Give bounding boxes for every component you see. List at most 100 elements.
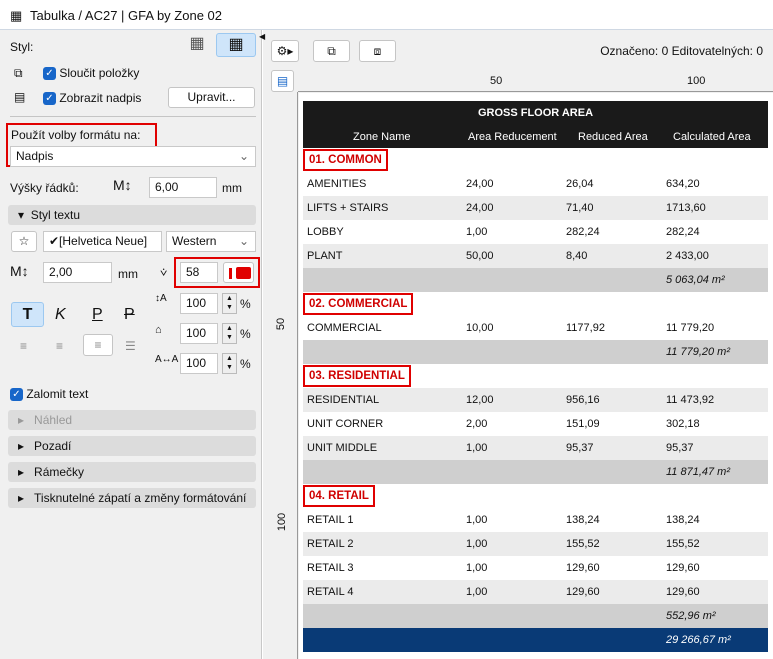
calculated-area: 129,60: [666, 586, 700, 598]
zone-name: RETAIL 1: [307, 514, 354, 526]
group-label: 01. COMMON: [303, 149, 388, 171]
zone-name: UNIT MIDDLE: [307, 442, 378, 454]
underline-button[interactable]: P: [92, 306, 103, 323]
calculated-area: 95,37: [666, 442, 694, 454]
text-size-input[interactable]: 2,00: [43, 262, 112, 283]
section-label: Rámečky: [34, 465, 85, 479]
calculated-area: 11 779,20: [666, 322, 715, 334]
section-label: Náhled: [34, 413, 73, 427]
calculated-area: 282,24: [666, 226, 700, 238]
apply-to-value: Nadpis: [16, 149, 54, 163]
line-spacing-stepper[interactable]: ▲ ▼: [222, 293, 237, 314]
bold-button[interactable]: T: [11, 302, 44, 327]
group-header-row: 01. COMMON: [303, 148, 768, 172]
calculated-area: 1713,60: [666, 202, 706, 214]
area-reducement: 10,00: [466, 322, 494, 334]
char-spacing-stepper[interactable]: ▲ ▼: [222, 353, 237, 374]
favorites-star-button[interactable]: ☆: [11, 231, 37, 252]
calculated-area: 155,52: [666, 538, 700, 550]
reduced-area: 138,24: [566, 514, 600, 526]
line-spacing-input[interactable]: 100: [180, 293, 218, 314]
reduced-area: 151,09: [566, 418, 600, 430]
text-size-icon: M↕: [10, 263, 29, 279]
reduced-area: 956,16: [566, 394, 600, 406]
reduced-area: 26,04: [566, 178, 594, 190]
width-factor-stepper[interactable]: ▲ ▼: [222, 323, 237, 344]
column-header: Calculated Area: [673, 131, 751, 143]
fit-button[interactable]: ⧉: [313, 40, 350, 62]
divider: [10, 116, 256, 117]
settings-panel: Styl: ▦ ▦ ⧉ ✓ Sloučit položky ▤ ✓ Zobraz…: [0, 30, 262, 659]
align-justify-button[interactable]: ☰: [125, 339, 136, 353]
table-row: UNIT CORNER 2,00 151,09 302,18: [303, 412, 768, 436]
table-body: 01. COMMON AMENITIES 24,00 26,04 634,20 LIFTS…: [303, 148, 768, 652]
zone-name: RETAIL 3: [307, 562, 354, 574]
ruler-label: 100: [687, 75, 706, 87]
section-label: Pozadí: [34, 439, 72, 453]
row-height-label: Výšky řádků:: [10, 181, 79, 195]
collapse-arrow-icon[interactable]: ◀: [259, 32, 266, 41]
calculated-area: 634,20: [666, 178, 700, 190]
area-reducement: 50,00: [466, 250, 494, 262]
row-height-input[interactable]: 6,00: [149, 177, 217, 198]
section-borders[interactable]: ▸ Rámečky: [8, 462, 256, 482]
pen-number-input[interactable]: 58: [180, 262, 218, 283]
reduced-area: 282,24: [566, 226, 600, 238]
ruler-label: 50: [490, 75, 503, 87]
section-footer[interactable]: ▸ Tisknutelné zápatí a změny formátování: [8, 488, 256, 508]
wrap-label: Zalomit text: [26, 387, 89, 401]
script-select[interactable]: Western ⌄: [166, 231, 256, 252]
align-center-button[interactable]: ≡: [56, 339, 64, 353]
reduced-area: 95,37: [566, 442, 594, 454]
settings-gear-button[interactable]: ⚙▸: [271, 40, 299, 62]
column-header: Reduced Area: [578, 131, 648, 143]
table-row: COMMERCIAL 10,00 1177,92 11 779,20: [303, 316, 768, 340]
text-style-section[interactable]: ▾ Styl textu: [8, 205, 256, 225]
table-row: UNIT MIDDLE 1,00 95,37 95,37: [303, 436, 768, 460]
section-background[interactable]: ▸ Pozadí: [8, 436, 256, 456]
zone-name: COMMERCIAL: [307, 322, 382, 334]
percent-unit: %: [240, 327, 251, 341]
italic-button[interactable]: K: [55, 306, 66, 323]
table-row: PLANT 50,00 8,40 2 433,00: [303, 244, 768, 268]
reduced-area: 129,60: [566, 562, 600, 574]
edit-button[interactable]: Upravit...: [168, 87, 255, 108]
reduced-area: 129,60: [566, 586, 600, 598]
subtotal-row: 552,96 m²: [303, 604, 768, 628]
align-right-button[interactable]: ≡: [83, 334, 113, 356]
window-title: Tabulka / AC27 | GFA by Zone 02: [30, 8, 222, 23]
subtotal-row: 11 871,47 m²: [303, 460, 768, 484]
merge-items-checkbox[interactable]: ✓ Sloučit položky: [43, 66, 140, 81]
reduced-area: 155,52: [566, 538, 600, 550]
ruler-label: 50: [275, 317, 288, 331]
reduced-area: 71,40: [566, 202, 594, 214]
wrap-text-checkbox[interactable]: ✓ Zalomit text: [10, 387, 89, 402]
section-label: Styl textu: [30, 208, 81, 222]
style-option-1[interactable]: ▦: [189, 35, 205, 52]
table-row: RESIDENTIAL 12,00 956,16 11 473,92: [303, 388, 768, 412]
font-select[interactable]: ✔[Helvetica Neue]: [43, 231, 162, 252]
3d-fit-button[interactable]: ⧈: [359, 40, 396, 62]
section-preview[interactable]: ▸ Náhled: [8, 410, 256, 430]
table-orientation-button[interactable]: ▤: [271, 70, 294, 92]
column-header: Zone Name: [353, 131, 411, 143]
zone-name: RESIDENTIAL: [307, 394, 380, 406]
align-left-button[interactable]: ≡: [20, 339, 28, 353]
subtotal-value: 552,96 m²: [666, 610, 716, 622]
column-header: Area Reducement: [468, 131, 557, 143]
merge-label: Sloučit položky: [59, 66, 140, 80]
char-spacing-input[interactable]: 100: [180, 353, 218, 374]
reduced-area: 1177,92: [566, 322, 605, 334]
apply-to-select[interactable]: Nadpis ⌄: [10, 146, 256, 167]
style-label: Styl:: [10, 40, 34, 54]
width-factor-input[interactable]: 100: [180, 323, 218, 344]
pen-color-button[interactable]: [223, 262, 254, 283]
table-row: RETAIL 2 1,00 155,52 155,52: [303, 532, 768, 556]
style-option-2[interactable]: ▦: [216, 33, 256, 57]
area-reducement: 24,00: [466, 178, 494, 190]
group-label: 02. COMMERCIAL: [303, 293, 414, 315]
row-height-unit: mm: [222, 181, 242, 195]
area-reducement: 24,00: [466, 202, 494, 214]
show-header-checkbox[interactable]: ✓ Zobrazit nadpis: [43, 91, 141, 106]
strikethrough-button[interactable]: P: [124, 306, 135, 323]
